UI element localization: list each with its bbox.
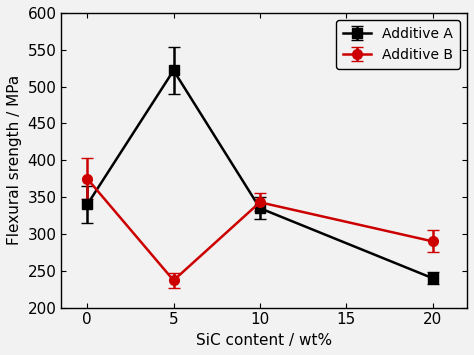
X-axis label: SiC content / wt%: SiC content / wt% (196, 333, 332, 348)
Legend: Additive A, Additive B: Additive A, Additive B (337, 20, 460, 69)
Y-axis label: Flexural srength / MPa: Flexural srength / MPa (7, 75, 22, 245)
